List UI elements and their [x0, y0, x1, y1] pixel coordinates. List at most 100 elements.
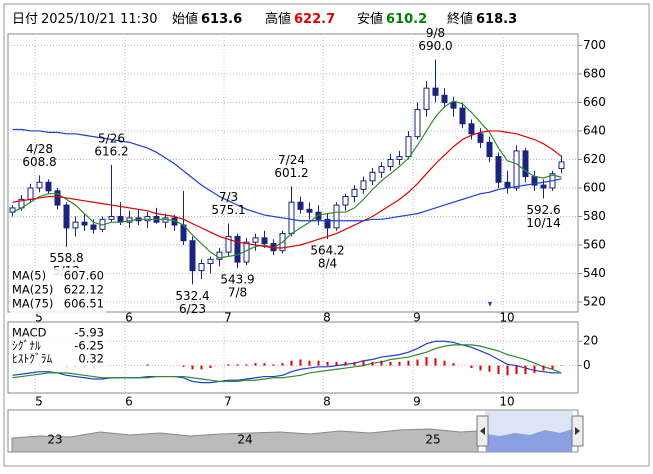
candle-body [334, 205, 339, 228]
y-tick-label: 660 [583, 95, 606, 109]
histogram-bar [408, 361, 410, 366]
histogram-bar [282, 363, 284, 365]
histogram-bar [552, 366, 554, 370]
candle-body [298, 202, 303, 209]
candle-body [289, 202, 294, 233]
histogram-bar [318, 361, 320, 366]
x-tick-label: 10 [499, 311, 514, 325]
histogram-bar [327, 362, 329, 366]
histogram-bar [336, 362, 338, 366]
y-tick-label: 0 [583, 358, 591, 372]
y-tick-label: 680 [583, 66, 606, 80]
navigator-label: 23 [47, 433, 62, 447]
annotation-date: 5/26 [98, 131, 125, 145]
annotation-date: 6/23 [179, 302, 206, 316]
histogram-bar [291, 361, 293, 366]
legend-value: -5.93 [74, 326, 104, 340]
header-label: 日付 [12, 12, 38, 27]
annotation-value: 564.2 [310, 244, 344, 258]
histogram-bar [471, 366, 473, 368]
histogram-bar [237, 364, 239, 365]
annotation-value: 543.9 [220, 272, 254, 286]
annotation-value: 690.0 [418, 39, 452, 53]
legend-value: 606.51 [64, 297, 104, 311]
candle-body [478, 134, 483, 143]
candle-body [469, 124, 474, 134]
x-tick-label: 10 [499, 395, 514, 409]
histogram-bar [390, 362, 392, 366]
header-value: 610.2 [386, 12, 427, 27]
annotation-value: 532.4 [175, 289, 209, 303]
candle-body [496, 157, 501, 183]
candle-body [487, 142, 492, 156]
legend-value: 622.12 [64, 283, 104, 297]
histogram-bar [498, 366, 500, 375]
y-tick-label: 620 [583, 152, 606, 166]
x-tick-label: 9 [413, 311, 421, 325]
annotation-date: 9/8 [426, 26, 445, 40]
candle-body [460, 108, 465, 124]
candle-body [82, 222, 87, 225]
candle-body [253, 238, 258, 242]
histogram-bar [345, 362, 347, 366]
legend-value: -6.25 [74, 339, 104, 353]
histogram-bar [435, 358, 437, 365]
histogram-bar [426, 357, 428, 366]
candle-body [361, 181, 366, 190]
legend-name: MA(5) [12, 269, 46, 283]
candle-body [91, 225, 96, 229]
annotation-value: 608.8 [22, 155, 56, 169]
histogram-bar [417, 360, 419, 366]
histogram-bar [228, 364, 230, 365]
histogram-bar [264, 363, 266, 365]
histogram-bar [147, 364, 149, 365]
histogram-bar [534, 366, 536, 373]
legend-name: MA(75) [12, 297, 53, 311]
histogram-bar [453, 363, 455, 365]
y-tick-label: 640 [583, 123, 606, 137]
histogram-bar [372, 362, 374, 366]
candle-body [406, 137, 411, 157]
candle-body [370, 172, 375, 181]
candle-body [397, 157, 402, 160]
candle-body [46, 182, 51, 191]
candle-body [442, 95, 447, 102]
histogram-bar [444, 361, 446, 366]
candle-body [262, 238, 267, 244]
x-tick-label: 5 [35, 395, 43, 409]
histogram-bar [273, 364, 275, 365]
header-label: 安値 [357, 11, 383, 27]
annotation-value: 601.2 [274, 166, 308, 180]
y-tick-label: 580 [583, 209, 606, 223]
histogram-bar [183, 366, 185, 367]
y-tick-label: 540 [583, 266, 606, 280]
candle-body [541, 185, 546, 188]
candle-body [379, 167, 384, 173]
candle-body [235, 236, 240, 262]
navigator-label: 25 [425, 433, 440, 447]
legend-name: MA(25) [12, 283, 53, 297]
annotation-value: 558.8 [49, 251, 83, 265]
candle-body [55, 191, 60, 205]
annotation-date: 7/24 [278, 153, 305, 167]
annotation-date: 10/14 [526, 216, 561, 230]
histogram-bar [516, 366, 518, 375]
histogram-bar [363, 361, 365, 366]
histogram-bar [309, 361, 311, 366]
histogram-bar [354, 362, 356, 366]
histogram-bar [210, 366, 212, 368]
candle-body [451, 102, 456, 108]
candle-body [307, 209, 312, 212]
annotation-value: 616.2 [94, 144, 128, 158]
navigator-label: 24 [237, 433, 252, 447]
candle-body [73, 222, 78, 228]
histogram-bar [381, 361, 383, 366]
histogram-bar [525, 366, 527, 375]
legend-name: ｼｸﾞﾅﾙ [12, 339, 41, 353]
x-tick-label: 7 [224, 311, 232, 325]
